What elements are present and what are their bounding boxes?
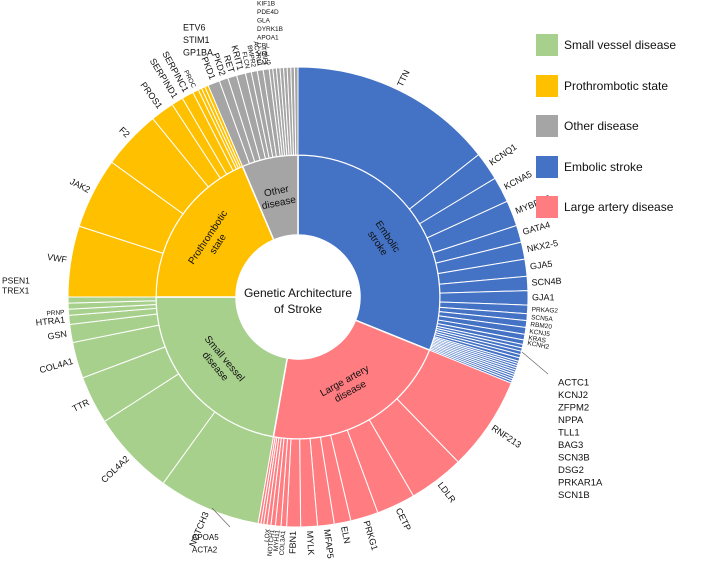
callout-label-eng: ENG bbox=[257, 60, 271, 67]
callout-label-tll1: TLL1 bbox=[558, 428, 580, 439]
legend-swatch bbox=[536, 74, 558, 97]
callout-label-bag3: BAG3 bbox=[558, 440, 583, 451]
legend-item-small-vessel-disease: Small vessel disease bbox=[536, 30, 702, 71]
callout-label-prkar1a: PRKAR1A bbox=[558, 478, 603, 489]
gene-label-eln: ELN bbox=[339, 525, 352, 544]
gene-label-mylk: MYLK bbox=[305, 530, 316, 555]
gene-label-prnp: PRNP bbox=[46, 309, 64, 317]
legend-label: Embolic stroke bbox=[564, 159, 643, 174]
gene-label-acvrl1: ACVRL1 bbox=[252, 41, 263, 67]
gene-label-bmpr2: BMPR2 bbox=[246, 45, 257, 69]
gene-wedge-eng bbox=[293, 66, 299, 156]
gene-label-gja1: GJA1 bbox=[532, 292, 555, 302]
gene-label-scn5a: SCN5A bbox=[531, 314, 554, 323]
legend-label: Other disease bbox=[564, 119, 639, 133]
callout-label-gp1ba: GP1BA bbox=[183, 47, 213, 57]
callout-label-apoa1: APOA1 bbox=[257, 34, 279, 41]
callout-label-nppa: NPPA bbox=[558, 415, 584, 426]
gene-label-kras: KRAS bbox=[528, 335, 547, 345]
gene-label-kcnq1: KCNQ1 bbox=[487, 142, 518, 168]
legend-item-embolic-stroke: Embolic stroke bbox=[536, 152, 702, 193]
callout-label-dyrk1b: DYRK1B bbox=[257, 26, 283, 33]
gene-label-lox: LOX bbox=[264, 528, 273, 542]
gene-label-kcna5: KCNA5 bbox=[502, 169, 533, 192]
gene-label-nkx2-5: NKX2-5 bbox=[526, 238, 559, 254]
callout-label-pde4d: PDE4D bbox=[257, 9, 279, 16]
gene-label-col4a2: COL4A2 bbox=[99, 454, 131, 485]
gene-label-kcnj5: KCNJ5 bbox=[529, 328, 551, 338]
legend-item-other-disease: Other disease bbox=[536, 111, 702, 152]
gene-label-notch1: NOTCH1 bbox=[267, 529, 277, 557]
callout-label-stim1: STIM1 bbox=[183, 35, 210, 45]
gene-label-pros1: PROS1 bbox=[138, 80, 164, 111]
gene-label-htra1: HTRA1 bbox=[35, 315, 65, 328]
gene-label-rbm20: RBM20 bbox=[530, 321, 553, 331]
legend-label: Small vessel disease bbox=[564, 38, 677, 52]
gene-label-gja5: GJA5 bbox=[529, 259, 553, 272]
gene-label-fbn1: FBN1 bbox=[287, 531, 297, 554]
callout-label-actc1: ACTC1 bbox=[558, 378, 589, 389]
callout-label-scn3b: SCN3B bbox=[558, 453, 590, 464]
gene-label-ldlr: LDLR bbox=[436, 480, 458, 505]
side-label-trex1: TREX1 bbox=[2, 285, 30, 295]
callout-leader-line bbox=[211, 507, 231, 528]
chart-title: Genetic Architecture of Stroke bbox=[244, 286, 352, 316]
gene-label-flcn: FLCN bbox=[240, 51, 251, 69]
gene-label-ttr: TTR bbox=[71, 397, 92, 414]
gene-label-rnf213: RNF213 bbox=[490, 423, 523, 450]
callout-leader-line bbox=[521, 351, 549, 375]
side-label-psen1: PSEN1 bbox=[2, 275, 30, 285]
gene-label-prkg1: PRKG1 bbox=[361, 519, 379, 551]
gene-label-vwf: VWF bbox=[46, 252, 68, 265]
callout-label-kcnj2: KCNJ2 bbox=[558, 390, 588, 401]
legend-swatch bbox=[536, 34, 558, 56]
gene-label-ttn: TTN bbox=[395, 68, 412, 88]
legend-label: Large artery disease bbox=[564, 200, 674, 214]
gene-label-myh11: MYH11 bbox=[273, 529, 282, 551]
legend-label: Prothrombotic state bbox=[564, 78, 669, 93]
legend-swatch bbox=[536, 115, 558, 137]
callout-label-etv6: ETV6 bbox=[183, 22, 206, 32]
callout-label-apoa5: APOA5 bbox=[192, 533, 219, 542]
gene-label-col3a1: COL3A1 bbox=[279, 530, 288, 556]
gene-label-mfap5: MFAP5 bbox=[322, 529, 336, 560]
gene-ring bbox=[67, 66, 529, 528]
callout-label-scn1b: SCN1B bbox=[558, 490, 590, 501]
callout-label-cbl: CBL bbox=[257, 43, 270, 50]
gene-label-col4a1: COL4A1 bbox=[38, 356, 74, 375]
gene-label-notch3: NOTCH3 bbox=[187, 510, 211, 548]
callout-label-vhl: VHL bbox=[257, 51, 270, 58]
callout-label-gla: GLA bbox=[257, 18, 271, 25]
gene-label-cetp: CETP bbox=[394, 506, 413, 532]
gene-label-kcnh2: KCNH2 bbox=[527, 340, 550, 351]
legend-item-prothrombotic-state: Prothrombotic state bbox=[536, 71, 702, 112]
legend-swatch bbox=[536, 155, 558, 178]
gene-label-gsn: GSN bbox=[47, 329, 68, 342]
gene-label-f2: F2 bbox=[117, 125, 132, 139]
gene-label-scn4b: SCN4B bbox=[531, 276, 562, 288]
callout-label-acta2: ACTA2 bbox=[192, 546, 218, 555]
callout-label-dsg2: DSG2 bbox=[558, 465, 584, 476]
gene-label-jak2: JAK2 bbox=[68, 176, 92, 195]
callout-label-zfpm2: ZFPM2 bbox=[558, 403, 589, 414]
center-hub bbox=[236, 235, 360, 359]
legend: Small vessel disease Prothrombotic state O… bbox=[536, 30, 702, 233]
gene-label-tgif1: TGIF1 bbox=[259, 47, 269, 67]
legend-item-large-artery-disease: Large artery disease bbox=[536, 192, 702, 233]
category-ring bbox=[155, 154, 441, 440]
callout-label-kif1b: KIF1B bbox=[257, 1, 275, 8]
legend-swatch bbox=[536, 196, 558, 218]
gene-label-prkag2: PRKAG2 bbox=[531, 306, 558, 314]
